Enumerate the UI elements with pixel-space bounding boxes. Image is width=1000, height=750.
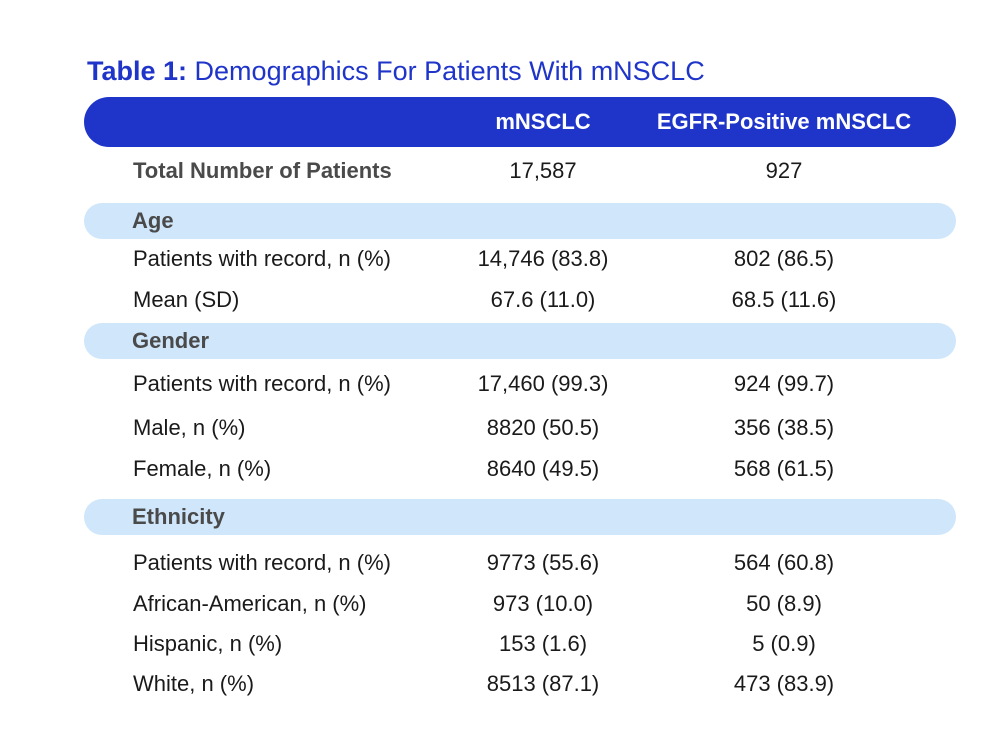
table-row: Patients with record, n (%) 17,460 (99.3… — [0, 367, 1000, 401]
row-label: Total Number of Patients — [133, 158, 392, 183]
table-row: Patients with record, n (%) 14,746 (83.8… — [0, 242, 1000, 276]
table-row: Male, n (%) 8820 (50.5) 356 (38.5) — [0, 411, 1000, 445]
cell-mnsclc: 8640 (49.5) — [486, 456, 600, 481]
table-row: African-American, n (%) 973 (10.0) 50 (8… — [0, 587, 1000, 621]
cell-egfr: 802 (86.5) — [733, 246, 835, 271]
table-header: mNSCLC EGFR-Positive mNSCLC — [84, 97, 956, 147]
table-row: Female, n (%) 8640 (49.5) 568 (61.5) — [0, 452, 1000, 486]
cell-egfr: 5 (0.9) — [752, 631, 816, 656]
cell-mnsclc: 67.6 (11.0) — [490, 287, 596, 312]
cell-egfr: 50 (8.9) — [746, 591, 822, 616]
cell-mnsclc: 17,460 (99.3) — [477, 371, 609, 396]
table-caption: Demographics For Patients With mNSCLC — [194, 56, 705, 86]
row-label: Patients with record, n (%) — [133, 371, 391, 396]
row-label: African-American, n (%) — [133, 591, 367, 616]
row-label: Mean (SD) — [133, 287, 240, 312]
table-row: Mean (SD) 67.6 (11.0) 68.5 (11.6) — [0, 283, 1000, 317]
section-gender: Gender — [84, 323, 956, 359]
section-label: Age — [132, 208, 174, 233]
cell-mnsclc: 14,746 (83.8) — [477, 246, 609, 271]
table-number: Table 1: — [87, 56, 188, 86]
cell-mnsclc: 8820 (50.5) — [486, 415, 600, 440]
column-header-egfr: EGFR-Positive mNSCLC — [656, 109, 912, 134]
row-label: Male, n (%) — [133, 415, 246, 440]
cell-mnsclc: 8513 (87.1) — [486, 671, 600, 696]
total-row: Total Number of Patients 17,587 927 — [0, 154, 1000, 188]
cell-egfr: 924 (99.7) — [733, 371, 835, 396]
section-age: Age — [84, 203, 956, 239]
cell-mnsclc: 9773 (55.6) — [486, 550, 600, 575]
row-label: Patients with record, n (%) — [133, 246, 391, 271]
row-label: Patients with record, n (%) — [133, 550, 391, 575]
row-label: Hispanic, n (%) — [133, 631, 283, 656]
table-row: White, n (%) 8513 (87.1) 473 (83.9) — [0, 667, 1000, 701]
table-title: Table 1: Demographics For Patients With … — [87, 56, 705, 87]
row-label: Female, n (%) — [133, 456, 272, 481]
cell-egfr: 356 (38.5) — [733, 415, 835, 440]
section-ethnicity: Ethnicity — [84, 499, 956, 535]
cell-egfr: 564 (60.8) — [733, 550, 835, 575]
cell-egfr: 927 — [765, 158, 803, 183]
cell-mnsclc: 973 (10.0) — [492, 591, 594, 616]
section-label: Gender — [132, 328, 210, 353]
column-header-mnsclc: mNSCLC — [495, 109, 591, 134]
row-label: White, n (%) — [133, 671, 255, 696]
cell-mnsclc: 153 (1.6) — [498, 631, 588, 656]
cell-egfr: 568 (61.5) — [733, 456, 835, 481]
cell-egfr: 68.5 (11.6) — [731, 287, 837, 312]
section-label: Ethnicity — [132, 504, 225, 529]
cell-mnsclc: 17,587 — [509, 158, 577, 183]
table-row: Patients with record, n (%) 9773 (55.6) … — [0, 546, 1000, 580]
table-row: Hispanic, n (%) 153 (1.6) 5 (0.9) — [0, 627, 1000, 661]
cell-egfr: 473 (83.9) — [733, 671, 835, 696]
